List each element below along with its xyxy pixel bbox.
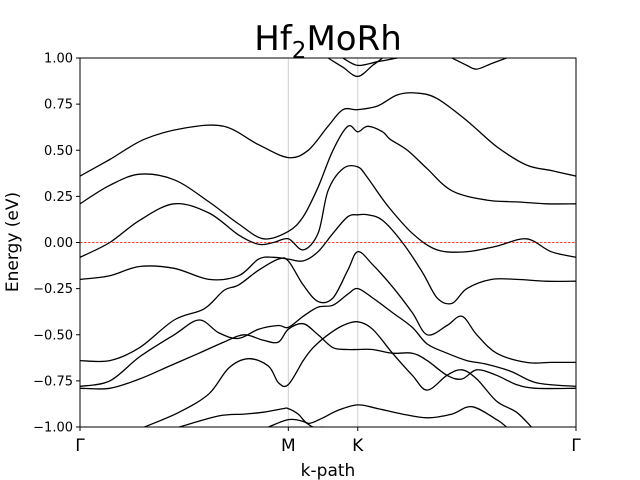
band-line-9 — [179, 404, 507, 427]
band-line-4 — [80, 213, 576, 305]
y-tick-label: −0.50 — [33, 328, 73, 343]
x-tick-label: K — [352, 436, 364, 456]
band-line-3 — [80, 165, 576, 258]
band-line-6 — [80, 287, 576, 388]
band-line-7 — [80, 322, 576, 390]
y-axis-ticks: −1.00 −0.75 −0.50 −0.25 0.00 0.25 0.50 0.75 1.00 — [33, 52, 80, 436]
band-line-5 — [80, 251, 576, 364]
y-tick-label: −0.25 — [33, 282, 73, 297]
high-symmetry-lines — [287, 58, 359, 427]
y-tick-label: 0.75 — [44, 98, 73, 113]
y-tick-label: 0.25 — [44, 190, 73, 205]
x-tick-label: Γ — [571, 436, 581, 456]
band-line-1 — [80, 92, 576, 177]
x-axis-label: k-path — [301, 461, 356, 480]
band-lines — [80, 58, 576, 427]
x-tick-label: M — [281, 436, 296, 456]
x-tick-label: Γ — [75, 436, 85, 456]
y-tick-label: 0.00 — [44, 236, 73, 251]
y-tick-label: 1.00 — [44, 52, 73, 67]
band-line-10 — [268, 418, 323, 427]
chart-title: Hf2MoRh — [254, 19, 402, 64]
band-line-11 — [327, 58, 383, 78]
y-tick-label: −1.00 — [33, 421, 73, 436]
chart-title-subscript: 2 — [292, 38, 307, 64]
band-line-2 — [80, 125, 576, 240]
y-tick-label: −0.75 — [33, 374, 73, 389]
band-line-13 — [451, 58, 507, 70]
band-line-8 — [144, 321, 532, 427]
y-tick-label: 0.50 — [44, 144, 73, 159]
band-line-12 — [342, 58, 398, 67]
y-axis-label: Energy (eV) — [3, 192, 23, 292]
